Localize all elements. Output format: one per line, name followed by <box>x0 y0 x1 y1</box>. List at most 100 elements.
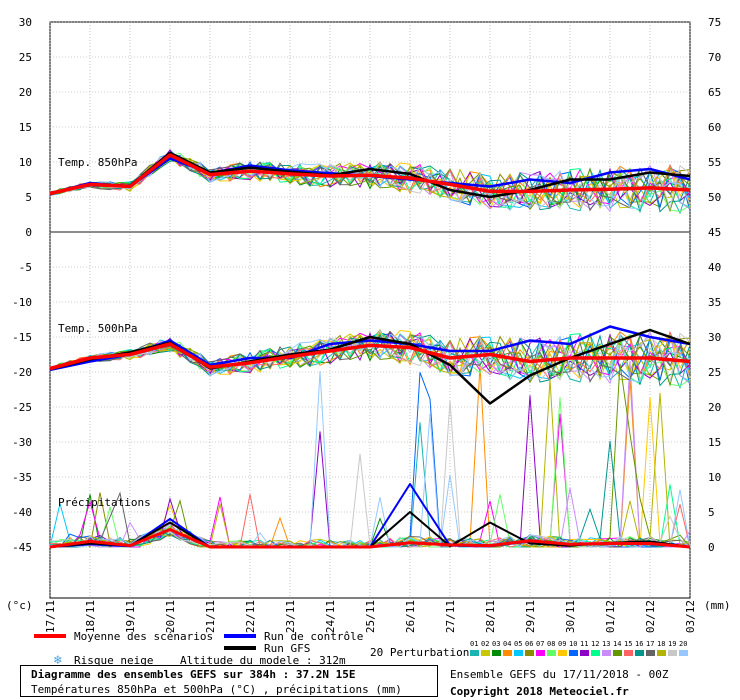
x-tick-label: 27/11 <box>444 600 457 633</box>
perturbation-swatch <box>470 650 479 656</box>
y-right-tick-label: 25 <box>708 366 721 379</box>
panel-label-500: Temp. 500hPa <box>58 322 137 335</box>
snowflake-icon: ❄ <box>53 653 62 668</box>
x-tick-label: 22/11 <box>244 600 257 633</box>
x-tick-label: 03/12 <box>684 600 697 633</box>
perturbation-swatch <box>481 650 490 656</box>
footer-title: Diagramme des ensembles GEFS sur 384h : … <box>31 668 356 681</box>
perturbation-number: 20 <box>679 640 687 648</box>
legend-gfs-label: Run GFS <box>264 642 310 655</box>
perturbation-number: 08 <box>547 640 555 648</box>
legend-perturbations: 20 Perturbations <box>370 646 476 659</box>
y-right-unit: (mm) <box>704 599 731 612</box>
chart-grid <box>49 21 691 599</box>
mean-precip-line <box>49 528 691 549</box>
perturbation-swatch <box>547 650 556 656</box>
copyright: Copyright 2018 Meteociel.fr <box>450 685 629 698</box>
perturbation-swatch <box>536 650 545 656</box>
y-left-tick-label: -5 <box>19 261 32 274</box>
perturbation-swatch <box>668 650 677 656</box>
y-left-tick-label: -10 <box>12 296 32 309</box>
y-right-tick-label: 55 <box>708 156 721 169</box>
perturbation-swatch <box>624 650 633 656</box>
y-right-tick-label: 35 <box>708 296 721 309</box>
x-tick-label: 20/11 <box>164 600 177 633</box>
perturbation-swatch <box>514 650 523 656</box>
y-right-tick-label: 40 <box>708 261 721 274</box>
x-tick-label: 29/11 <box>524 600 537 633</box>
perturbation-number: 01 <box>470 640 478 648</box>
y-left-tick-label: -35 <box>12 471 32 484</box>
x-tick-label: 17/11 <box>44 600 57 633</box>
x-tick-label: 02/12 <box>644 600 657 633</box>
y-right-tick-label: 15 <box>708 436 721 449</box>
y-left-tick-label: 30 <box>19 16 32 29</box>
perturbation-number: 10 <box>569 640 577 648</box>
y-left-tick-label: 5 <box>25 191 32 204</box>
x-tick-label: 01/12 <box>604 600 617 633</box>
perturbation-number: 02 <box>481 640 489 648</box>
mean-850-line <box>49 153 691 196</box>
y-right-tick-label: 60 <box>708 121 721 134</box>
y-left-tick-label: -30 <box>12 436 32 449</box>
y-left-tick-label: -45 <box>12 541 32 554</box>
perturbation-number: 14 <box>613 640 621 648</box>
x-tick-label: 26/11 <box>404 600 417 633</box>
legend-mean-label: Moyenne des scénarios <box>74 630 213 643</box>
perturbation-swatch <box>580 650 589 656</box>
perturbation-number: 06 <box>525 640 533 648</box>
y-right-tick-label: 5 <box>708 506 715 519</box>
perturbation-number: 12 <box>591 640 599 648</box>
x-tick-label: 21/11 <box>204 600 217 633</box>
perturbation-number: 13 <box>602 640 610 648</box>
legend-altitude: Altitude du modele : 312m <box>180 654 346 667</box>
y-left-tick-label: -20 <box>12 366 32 379</box>
x-tick-label: 18/11 <box>84 600 97 633</box>
x-tick-label: 19/11 <box>124 600 137 633</box>
y-right-tick-label: 50 <box>708 191 721 204</box>
y-left-tick-label: -15 <box>12 331 32 344</box>
perturbation-swatch <box>613 650 622 656</box>
y-right-tick-label: 30 <box>708 331 721 344</box>
y-right-tick-label: 65 <box>708 86 721 99</box>
x-tick-label: 30/11 <box>564 600 577 633</box>
legend-snow-label: Risque neige <box>74 654 153 667</box>
y-right-tick-label: 45 <box>708 226 721 239</box>
y-left-unit: (°c) <box>6 599 33 612</box>
legend-control-label: Run de contrôle <box>264 630 363 643</box>
perturbation-number: 07 <box>536 640 544 648</box>
y-left-tick-label: 20 <box>19 86 32 99</box>
y-left-tick-label: 25 <box>19 51 32 64</box>
y-left-tick-label: 10 <box>19 156 32 169</box>
perturbation-swatch <box>635 650 644 656</box>
perturbation-number: 04 <box>503 640 511 648</box>
x-tick-label: 25/11 <box>364 600 377 633</box>
perturbation-number: 16 <box>635 640 643 648</box>
perturbation-number: 05 <box>514 640 522 648</box>
perturbation-swatch <box>646 650 655 656</box>
perturbation-swatch <box>503 650 512 656</box>
perturbation-number: 11 <box>580 640 588 648</box>
panel-label-precip: Précipitations <box>58 496 151 509</box>
y-left-tick-label: -40 <box>12 506 32 519</box>
x-tick-label: 24/11 <box>324 600 337 633</box>
perturbation-swatch <box>492 650 501 656</box>
panel-label-850: Temp. 850hPa <box>58 156 137 169</box>
main-series-lines <box>49 151 691 549</box>
chart-axes: 17/11 18/11 19/11 20/11 21/11 22/11 23/11 24/11… <box>12 16 721 633</box>
mean-500-line <box>49 342 691 371</box>
footer-box: Diagramme des ensembles GEFS sur 384h : … <box>20 665 438 697</box>
perturbation-swatch <box>558 650 567 656</box>
y-right-tick-label: 75 <box>708 16 721 29</box>
perturbation-legend: 01 02 03 04 05 06 07 08 09 10 11 12 13 14 15 16 17 18 19 20 <box>470 640 688 656</box>
perturbation-number: 09 <box>558 640 566 648</box>
perturbation-number: 18 <box>657 640 665 648</box>
perturbation-number: 19 <box>668 640 676 648</box>
ensemble-info: Ensemble GEFS du 17/11/2018 - 00Z <box>450 668 669 681</box>
perturbation-swatch <box>569 650 578 656</box>
y-left-tick-label: -25 <box>12 401 32 414</box>
perturbation-number: 15 <box>624 640 632 648</box>
y-right-tick-label: 70 <box>708 51 721 64</box>
perturbation-line <box>49 330 691 382</box>
